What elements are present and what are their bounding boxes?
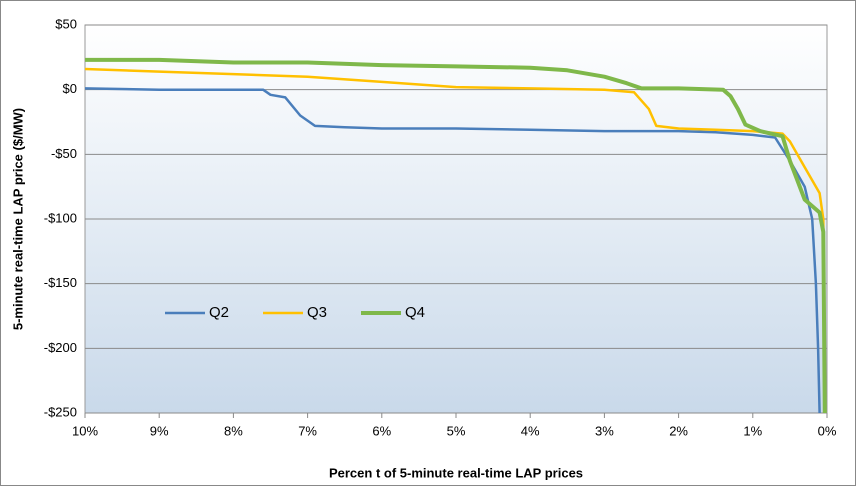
series-line bbox=[84, 87, 821, 414]
y-tick-label: $0 bbox=[63, 81, 77, 96]
y-tick-label: $50 bbox=[55, 16, 77, 31]
x-tick-label: 9% bbox=[150, 423, 169, 438]
y-tick-label: -$100 bbox=[44, 210, 77, 225]
x-tick-label: 3% bbox=[595, 423, 614, 438]
x-tick-label: 4% bbox=[521, 423, 540, 438]
x-tick-label: 0% bbox=[818, 423, 837, 438]
series-line bbox=[84, 67, 827, 414]
y-tick-label: -$200 bbox=[44, 340, 77, 355]
legend-label: Q3 bbox=[307, 304, 327, 321]
x-tick-label: 10% bbox=[72, 423, 98, 438]
series-line bbox=[85, 57, 827, 414]
x-tick-label: 8% bbox=[224, 423, 243, 438]
y-axis-title: 5-minute real-time LAP price ($/MW) bbox=[10, 108, 25, 330]
x-tick-label: 6% bbox=[372, 423, 391, 438]
y-tick-label: -$250 bbox=[44, 404, 77, 419]
x-tick-label: 1% bbox=[743, 423, 762, 438]
y-tick-label: -$150 bbox=[44, 275, 77, 290]
y-tick-label: -$50 bbox=[51, 146, 77, 161]
x-axis-title: Percen t of 5-minute real-time LAP price… bbox=[329, 465, 583, 480]
x-tick-label: 7% bbox=[298, 423, 317, 438]
x-tick-label: 5% bbox=[447, 423, 466, 438]
x-tick-label: 2% bbox=[669, 423, 688, 438]
legend-label: Q2 bbox=[209, 304, 229, 321]
legend-label: Q4 bbox=[405, 304, 425, 321]
